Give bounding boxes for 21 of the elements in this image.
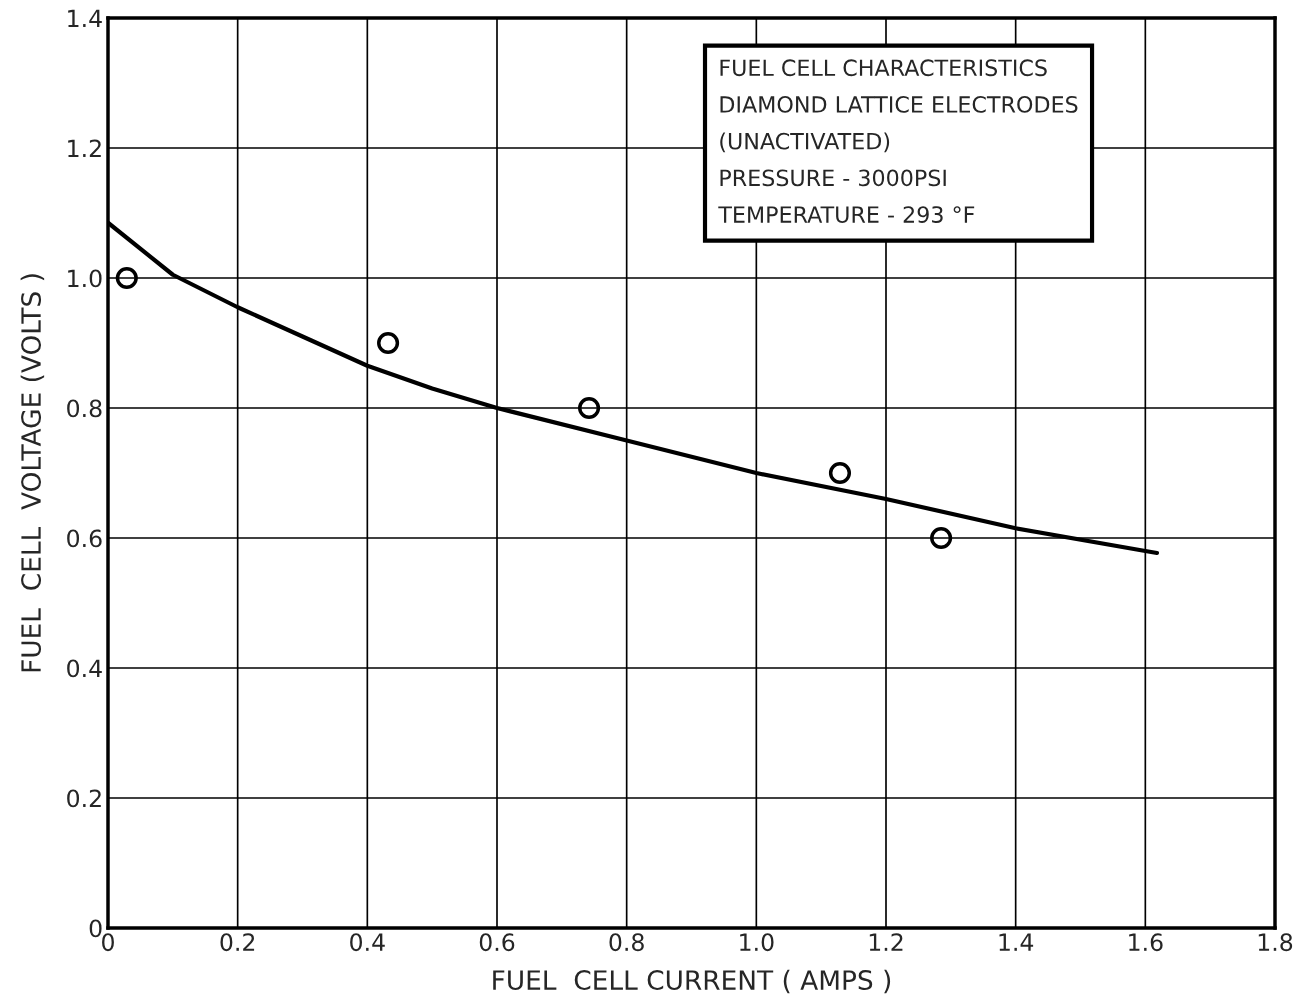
y-tick-label: 0.8 <box>67 399 102 418</box>
y-tick-label: 0.2 <box>67 789 101 808</box>
x-tick-label: 1.0 <box>740 933 774 952</box>
x-axis-title: FUEL CELL CURRENT ( AMPS ) <box>493 969 891 994</box>
x-tick-label: 0.6 <box>479 933 515 952</box>
x-tick-label: 0.2 <box>220 933 255 952</box>
x-tick-label: 0 <box>102 933 114 952</box>
y-axis-title: FUEL CELL VOLTAGE (VOLTS ) <box>20 274 45 672</box>
y-tick-label: 0.4 <box>67 659 102 678</box>
x-tick-label: 1.2 <box>869 933 903 951</box>
y-tick-label: 0.6 <box>67 529 102 548</box>
x-tick-label: 1.4 <box>999 933 1034 951</box>
x-tick-label: 0.4 <box>350 933 385 952</box>
x-tick-label: 1.6 <box>1129 933 1163 952</box>
x-tick-label: 0.8 <box>609 933 644 952</box>
y-tick-label: 0 <box>89 919 102 938</box>
y-tick-label: 1.2 <box>68 139 101 157</box>
y-tick-label: 1.4 <box>68 9 102 27</box>
y-tick-label: 1.0 <box>68 269 102 288</box>
x-tick-label: 1.8 <box>1258 933 1293 952</box>
annotation: FUEL CELL CHARACTERISTICS DIAMOND LATTICE ELECTRODES (UNACTIVATED) PRESSURE - 3000PSI TEMPERATURE - 293 °F <box>718 59 1078 223</box>
